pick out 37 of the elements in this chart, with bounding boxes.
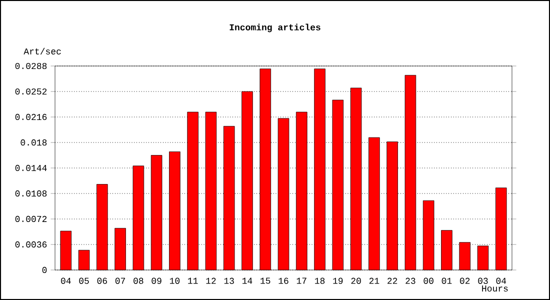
y-axis-title: Art/sec	[24, 48, 61, 54]
y-tick-label: 0.0108	[15, 190, 47, 197]
x-tick-label: 02	[460, 278, 470, 284]
x-tick-label: 06	[97, 278, 107, 284]
y-tick-label: 0.0036	[15, 241, 47, 248]
x-tick-label: 14	[242, 278, 252, 284]
y-tick-label: 0	[42, 266, 47, 274]
x-tick-label: 11	[188, 278, 198, 284]
x-tick-label: 17	[296, 278, 306, 284]
x-tick-label: 05	[79, 278, 89, 284]
x-tick-label: 12	[206, 278, 216, 284]
x-axis-title: Hours	[482, 286, 508, 292]
x-tick-label: 18	[315, 278, 325, 284]
chart-title: Incoming articles	[230, 24, 320, 32]
x-tick-label: 04	[61, 278, 71, 284]
y-tick-label: 0.018	[20, 139, 47, 146]
y-tick-label: 0.0288	[15, 62, 47, 70]
x-tick-label: 01	[442, 278, 452, 284]
x-tick-label: 10	[170, 278, 180, 284]
x-tick-label: 04	[496, 278, 506, 284]
x-tick-label: 15	[260, 278, 270, 284]
y-tick-label: 0.0216	[15, 114, 47, 120]
y-tick-label: 0.0072	[15, 216, 47, 222]
x-tick-label: 03	[478, 278, 488, 284]
x-tick-label: 21	[369, 278, 380, 284]
x-tick-label: 08	[134, 278, 144, 284]
x-tick-label: 19	[333, 278, 343, 284]
x-tick-label: 09	[152, 278, 162, 284]
x-tick-label: 07	[115, 278, 125, 284]
x-tick-label: 23	[406, 278, 416, 284]
x-tick-label: 16	[278, 278, 288, 284]
x-tick-label: 22	[388, 278, 398, 284]
y-tick-label: 0.0144	[15, 164, 47, 172]
x-tick-label: 20	[351, 278, 361, 284]
x-tick-label: 13	[224, 278, 234, 284]
x-tick-label: 00	[424, 278, 434, 284]
y-tick-label: 0.0252	[15, 88, 47, 95]
